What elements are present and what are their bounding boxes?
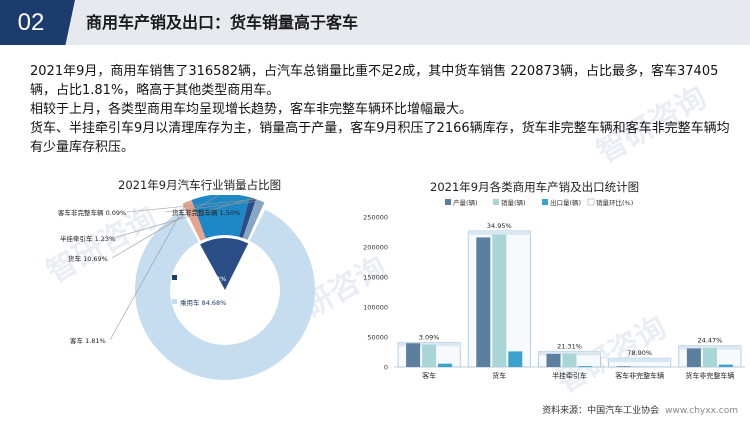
bar — [616, 366, 631, 367]
bar — [546, 353, 561, 367]
bar — [562, 353, 577, 367]
pie-leader-line — [112, 197, 254, 239]
legend-swatch — [542, 199, 548, 205]
legend-label: 出口量(辆) — [550, 198, 581, 207]
bar — [492, 234, 507, 367]
y-tick-label: 0 — [384, 364, 388, 372]
pie-slice — [239, 197, 257, 238]
bar — [632, 366, 647, 367]
pie-legend-swatch — [172, 275, 177, 280]
pie-slice — [242, 199, 257, 239]
pie-slice — [135, 209, 316, 380]
y-tick-label: 100000 — [363, 304, 388, 312]
mom-box-cap — [468, 230, 531, 235]
bar — [476, 237, 491, 367]
pie-leader-line — [126, 198, 257, 213]
y-tick-label: 200000 — [363, 244, 388, 252]
legend-label: 销量(辆) — [501, 198, 526, 207]
pie-slice — [191, 195, 250, 239]
pie-slice-label: 货车非完整车辆 1.50% — [172, 208, 240, 217]
production-sales-bar-chart: 0 50000 100000 150000 200000 250000 产量(辆) 销量(辆)… — [363, 198, 745, 380]
pie-slice — [182, 200, 206, 241]
bar — [508, 351, 523, 367]
legend-label: 产量(辆) — [453, 198, 478, 207]
mom-box-cap — [678, 345, 741, 350]
summary-paragraph-1: 2021年9月，商用车销售了316582辆，占汽车总销量比重不足2成，其中货车销… — [30, 64, 719, 98]
bar — [686, 348, 701, 367]
section-number: 02 — [0, 0, 62, 45]
y-tick-label: 50000 — [367, 334, 388, 342]
mom-box-cap — [608, 358, 671, 363]
header-bar: 02 商用车产销及出口：货车销量高于客车 — [0, 0, 750, 45]
pie-slice-label: 客车 1.81% — [70, 336, 106, 345]
mom-label: 3.09% — [419, 333, 440, 341]
pie-slice-label: 客车非完整车辆 0.09% — [58, 208, 126, 217]
source-url: www.chyxx.com — [665, 406, 738, 416]
pie-leader-line — [109, 201, 188, 341]
bar — [578, 366, 593, 367]
mom-box-cap — [538, 351, 601, 356]
pie-slice — [243, 199, 265, 240]
bar — [406, 343, 421, 367]
legend-swatch — [493, 199, 499, 205]
mom-label: 78.90% — [627, 349, 652, 357]
pie-slice-label: 半挂牵引车 1.23% — [60, 234, 115, 243]
pie-slice-label: 乘用车 84.68% — [180, 298, 226, 307]
x-tick-label: 客车 — [422, 371, 436, 380]
bar — [702, 348, 717, 367]
legend-swatch — [587, 198, 595, 206]
summary-paragraph-3: 货车、半挂牵引车9月以清理库存为主，销量高于产量，客车9月积压了2166辆库存，… — [30, 121, 730, 155]
source-note: 资料来源：中国汽车工业协会 www.chyxx.com — [542, 403, 738, 416]
pie-chart-title: 2021年9月汽车行业销量占比图 — [118, 178, 282, 192]
x-tick-label: 客车非完整车辆 — [615, 371, 664, 380]
y-tick-label: 250000 — [363, 214, 388, 222]
bar — [718, 364, 733, 367]
pie-leader-line — [164, 200, 261, 213]
pie-slice-label: 商用车 15.32% — [180, 274, 226, 283]
legend-label: 销量环比(%) — [596, 198, 633, 207]
page-title: 商用车产销及出口：货车销量高于客车 — [86, 13, 359, 32]
bar — [438, 363, 453, 367]
bar — [422, 344, 437, 367]
summary-paragraph-2: 相较于上月，各类型商用车均呈现增长趋势，客车非完整车辆环比增幅最大。 — [30, 102, 473, 117]
mom-label: 34.95% — [487, 222, 512, 230]
mom-label: 24.47% — [698, 337, 723, 345]
x-tick-label: 货车非完整车辆 — [685, 371, 734, 380]
legend-swatch — [445, 199, 451, 205]
x-tick-label: 货车 — [492, 371, 506, 380]
x-tick-label: 半挂牵引车 — [552, 371, 587, 380]
mom-label: 21.31% — [557, 343, 582, 351]
source-label: 资料来源：中国汽车工业协会 — [542, 406, 660, 416]
bar-chart-title: 2021年9月各类商用车产销及出口统计图 — [430, 180, 640, 194]
sales-share-pie-chart: 商用车 15.32% 乘用车 84.68% 客车 1.81% 货车 10.69% 半挂牵… — [58, 195, 316, 380]
pie-legend-swatch — [172, 299, 177, 304]
pie-slice-label: 货车 10.69% — [68, 254, 108, 263]
pie-slice — [200, 238, 249, 290]
y-tick-label: 150000 — [363, 274, 388, 282]
mom-box-cap — [398, 342, 461, 347]
